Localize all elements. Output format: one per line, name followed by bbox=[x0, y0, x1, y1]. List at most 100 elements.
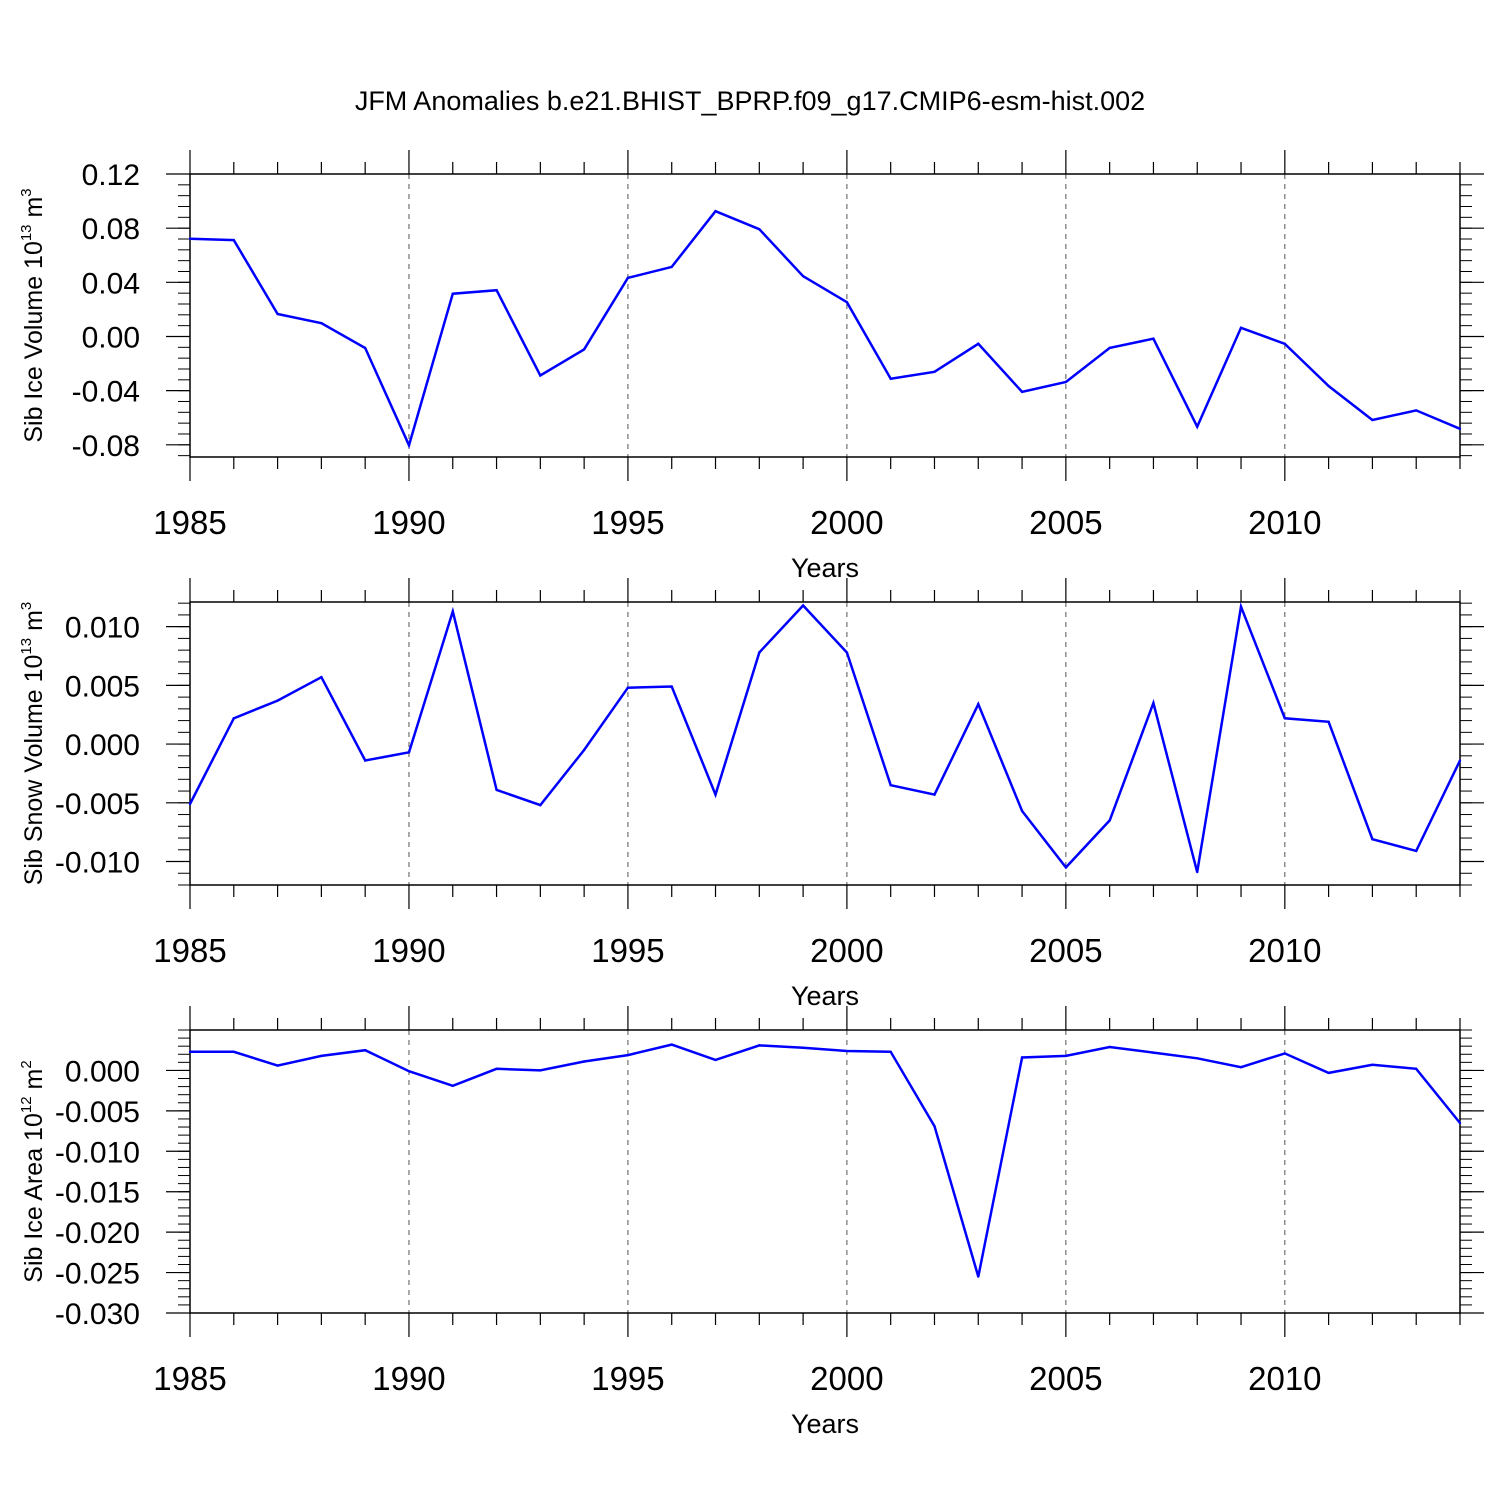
y-tick-label: 0.08 bbox=[82, 213, 140, 246]
data-point bbox=[1152, 1051, 1155, 1054]
data-point bbox=[495, 288, 498, 292]
data-point bbox=[845, 651, 849, 654]
data-point bbox=[451, 292, 454, 295]
x-tick-label: 2010 bbox=[1248, 1360, 1321, 1397]
y-tick-label: -0.010 bbox=[55, 1136, 140, 1169]
data-point bbox=[582, 748, 586, 752]
data-point bbox=[1415, 1067, 1418, 1071]
plot-frame bbox=[189, 601, 1461, 886]
y-tick-label: -0.025 bbox=[55, 1258, 140, 1291]
data-point bbox=[1327, 720, 1330, 723]
data-point bbox=[407, 751, 411, 754]
plot-frame bbox=[189, 1029, 1461, 1314]
data-point bbox=[1283, 1052, 1287, 1055]
chart-panel-3: 0.000 -0.005 -0.010 -0.015 -0.020 -0.025 -0.03… bbox=[18, 1006, 1484, 1439]
data-point bbox=[670, 265, 673, 269]
data-point bbox=[1458, 427, 1462, 431]
data-point bbox=[758, 651, 761, 654]
data-point bbox=[539, 803, 542, 807]
y-axis-label-unit-exponent: 3 bbox=[18, 602, 35, 610]
data-point bbox=[1020, 809, 1024, 813]
data-point bbox=[451, 610, 454, 613]
data-point bbox=[1239, 605, 1243, 608]
data-point bbox=[977, 1275, 980, 1278]
data-point bbox=[1327, 1071, 1330, 1075]
x-tick-label: 2000 bbox=[810, 932, 883, 969]
data-point bbox=[363, 346, 367, 350]
data-point bbox=[1327, 384, 1330, 388]
x-tick-label: 2010 bbox=[1248, 932, 1321, 969]
data-point bbox=[933, 370, 936, 374]
data-point bbox=[845, 301, 849, 304]
data-point bbox=[1020, 390, 1024, 394]
data-point bbox=[363, 1049, 367, 1052]
data-point bbox=[1108, 819, 1111, 822]
data-point bbox=[539, 1069, 542, 1072]
data-point bbox=[758, 1044, 761, 1047]
x-tick-label: 1995 bbox=[591, 932, 664, 969]
data-point bbox=[801, 1046, 805, 1049]
data-point bbox=[407, 1070, 411, 1073]
y-tick-label: -0.04 bbox=[72, 376, 140, 409]
data-point bbox=[1458, 1121, 1462, 1125]
y-tick-label: 0.000 bbox=[65, 1055, 140, 1088]
y-axis-label-exponent: 13 bbox=[18, 638, 35, 655]
y-tick-label: -0.005 bbox=[55, 1096, 140, 1129]
data-point bbox=[714, 1058, 717, 1062]
data-point bbox=[670, 685, 673, 688]
x-tick-label: 1995 bbox=[591, 504, 664, 541]
data-point bbox=[626, 686, 630, 689]
data-point bbox=[407, 444, 411, 447]
data-point bbox=[626, 276, 630, 280]
x-tick-label: 1995 bbox=[591, 1360, 664, 1397]
data-point bbox=[758, 228, 761, 231]
y-tick-label: -0.020 bbox=[55, 1217, 140, 1250]
data-point bbox=[276, 312, 279, 316]
y-axis-label-text: Sib Ice Area 10 bbox=[20, 1113, 48, 1283]
x-tick-label: 2005 bbox=[1029, 504, 1102, 541]
data-point bbox=[801, 275, 805, 278]
data-point bbox=[495, 788, 498, 792]
data-point bbox=[933, 1125, 936, 1128]
data-point bbox=[889, 1050, 892, 1054]
chart-panel-1: 0.12 0.08 0.04 0.00 -0.04 -0.08 1985 1990 1995 20… bbox=[18, 150, 1484, 583]
data-point bbox=[1415, 849, 1418, 853]
x-tick-label: 2005 bbox=[1029, 1360, 1102, 1397]
data-point bbox=[1239, 326, 1243, 330]
data-point bbox=[1415, 409, 1418, 412]
plot-frame bbox=[189, 173, 1461, 458]
y-tick-label: 0.005 bbox=[65, 670, 140, 703]
x-tick-label: 2000 bbox=[810, 504, 883, 541]
data-point bbox=[1371, 418, 1374, 422]
x-tick-label: 1990 bbox=[372, 932, 445, 969]
y-tick-label: 0.12 bbox=[82, 159, 140, 192]
data-point bbox=[320, 675, 323, 679]
series-line bbox=[189, 209, 1461, 449]
y-tick-label: -0.005 bbox=[55, 788, 140, 821]
data-point bbox=[1458, 759, 1462, 762]
data-point bbox=[1108, 1045, 1111, 1049]
data-point bbox=[1152, 337, 1155, 340]
data-point bbox=[1064, 380, 1068, 384]
x-tick-label: 1985 bbox=[153, 932, 226, 969]
y-axis-label: Sib Snow Volume 1013 m3 bbox=[18, 602, 48, 886]
data-point bbox=[977, 342, 980, 345]
chart-panel-2: 0.010 0.005 0.000 -0.005 -0.010 1985 1990 1995 2… bbox=[18, 578, 1484, 1011]
y-axis-label-unit-exponent: 2 bbox=[18, 1060, 35, 1068]
series-line bbox=[190, 1043, 1461, 1277]
data-point bbox=[1064, 1054, 1068, 1058]
y-tick-label: -0.08 bbox=[72, 430, 140, 463]
data-point bbox=[845, 1049, 849, 1053]
data-point bbox=[933, 793, 936, 796]
data-point bbox=[232, 1050, 235, 1054]
data-point bbox=[1283, 717, 1287, 720]
y-axis-label-unit: m bbox=[20, 610, 48, 638]
data-point bbox=[188, 237, 192, 240]
data-point bbox=[1196, 870, 1199, 874]
x-axis-label: Years bbox=[791, 981, 859, 1011]
data-point bbox=[1108, 346, 1111, 350]
data-point bbox=[889, 783, 892, 787]
data-point bbox=[320, 322, 323, 325]
